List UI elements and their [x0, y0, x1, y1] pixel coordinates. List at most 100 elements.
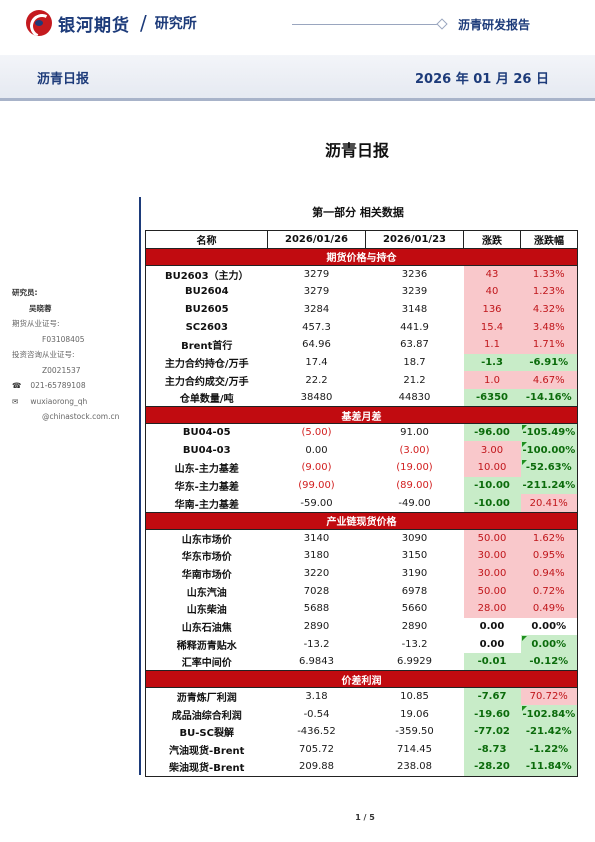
previous-value: 6978 — [366, 582, 464, 600]
change-value-text: -96.00 — [474, 427, 510, 439]
current-value: 457.3 — [268, 318, 366, 336]
change-pct-value-text: 0.72% — [532, 585, 565, 597]
row-name-text: BU-SC裂解 — [179, 728, 234, 740]
previous-value-text: 6978 — [401, 585, 428, 597]
change-pct-value: 1.33% — [520, 265, 578, 283]
current-value-text: -0.54 — [303, 708, 330, 720]
change-pct-value-text: -211.24% — [522, 480, 576, 492]
change-pct-value-text: -21.42% — [525, 726, 572, 738]
change-value-text: -0.01 — [477, 656, 507, 668]
change-pct-value: -0.12% — [520, 652, 578, 671]
change-value: -10.00 — [463, 476, 521, 495]
change-value-text: -10.00 — [474, 497, 510, 509]
change-value: -19.60 — [463, 705, 521, 723]
table-row: 华东-主力基差 (99.00) (89.00) -10.00 -211.24% — [145, 476, 578, 495]
change-pct-value: 1.23% — [520, 282, 578, 301]
change-value-text: -6350 — [476, 392, 508, 404]
change-value: 30.00 — [463, 546, 521, 565]
band-title: 沥青日报 — [37, 72, 90, 87]
row-name: Brent首行 — [145, 335, 268, 354]
futures-cert-number: F03108405 — [42, 334, 85, 344]
change-pct-value-text: 4.67% — [532, 374, 565, 386]
table-row: 山东石油焦 2890 2890 0.00 0.00% — [145, 617, 578, 636]
change-pct-value: 4.67% — [520, 371, 578, 389]
email-domain[interactable]: @chinastock.com.cn — [42, 412, 120, 421]
table-row: 华南-主力基差 -59.00 -49.00 -10.00 20.41% — [145, 494, 578, 513]
change-value: -28.20 — [463, 758, 521, 777]
col-header-current-date: 2026/01/26 — [267, 230, 366, 249]
row-name: 汽油现货-Brent — [145, 740, 268, 759]
email-icon: ✉ — [12, 396, 19, 406]
previous-value-text: 44830 — [398, 392, 431, 404]
change-pct-value-text: -105.49% — [522, 427, 576, 439]
change-value: -8.73 — [463, 740, 521, 759]
email-user[interactable]: wuxiaorong_qh — [30, 396, 88, 406]
row-name: BU2603（主力） — [145, 265, 268, 283]
change-value-text: -10.00 — [474, 480, 510, 492]
row-name-text: BU04-03 — [182, 444, 231, 456]
previous-value-text: 3190 — [401, 567, 428, 579]
change-value: -1.3 — [463, 353, 521, 372]
change-value: 3.00 — [463, 441, 521, 460]
change-pct-value: 20.41% — [520, 494, 578, 513]
current-value-text: 38480 — [300, 392, 333, 404]
row-name-text: BU04-05 — [182, 427, 231, 439]
current-value-text: 457.3 — [302, 321, 331, 333]
current-value: 6.9843 — [268, 653, 366, 671]
change-pct-value: -11.84% — [520, 758, 578, 777]
section-title: 第一部分 相关数据 — [312, 206, 404, 219]
header-rule — [292, 24, 440, 25]
change-pct-value-text: 0.95% — [532, 550, 565, 562]
change-pct-value-text: -11.84% — [525, 761, 572, 773]
table-row: 山东柴油 5688 5660 28.00 0.49% — [145, 599, 578, 618]
change-value-text: 30.00 — [477, 550, 507, 562]
col-header-change-pct: 涨跌幅 — [520, 230, 578, 249]
change-pct-value: 1.71% — [520, 335, 578, 354]
row-name: BU2604 — [145, 282, 268, 301]
previous-value: 3148 — [366, 301, 464, 319]
current-value: -0.54 — [268, 705, 366, 723]
row-name-text: 汇率中间价 — [181, 658, 232, 670]
row-name-text: 仓单数量/吨 — [179, 394, 234, 406]
change-value-text: 15.4 — [480, 321, 504, 333]
previous-value-text: 91.00 — [400, 427, 429, 439]
change-pct-value-text: -14.16% — [525, 392, 572, 404]
table-row: SC2603 457.3 441.9 15.4 3.48% — [145, 318, 578, 336]
change-value: 0.00 — [464, 635, 521, 653]
previous-value-text: -359.50 — [395, 726, 434, 738]
current-value-text: 6.9843 — [299, 656, 334, 668]
row-name: 华东市场价 — [145, 546, 268, 565]
previous-value: 3239 — [366, 283, 464, 301]
change-pct-value: 0.00% — [520, 635, 578, 653]
previous-value: 2890 — [366, 618, 464, 636]
change-pct-value-text: 0.00% — [531, 620, 567, 632]
current-value-text: 3140 — [303, 532, 330, 544]
change-value-text: 1.1 — [484, 339, 500, 351]
change-pct-value-text: 0.00% — [531, 638, 567, 650]
table-row: 华南市场价 3220 3190 30.00 0.94% — [145, 564, 578, 583]
current-value: (5.00) — [268, 424, 366, 442]
previous-value-text: 238.08 — [397, 761, 432, 773]
previous-value: 10.85 — [366, 688, 464, 706]
row-name: 华东-主力基差 — [145, 476, 268, 495]
change-pct-value-text: 0.49% — [532, 603, 565, 615]
previous-value: 44830 — [366, 389, 464, 407]
row-name-text: 柴油现货-Brent — [169, 763, 245, 775]
col-header-name: 名称 — [145, 230, 268, 249]
change-pct-value: 0.49% — [520, 599, 578, 618]
change-pct-value: 0.72% — [520, 582, 578, 600]
current-value-text: 3.18 — [305, 691, 328, 703]
table-row: 汽油现货-Brent 705.72 714.45 -8.73 -1.22% — [145, 740, 578, 759]
change-pct-value-text: 1.62% — [532, 532, 565, 544]
row-name: 华南-主力基差 — [145, 494, 268, 513]
row-name-text: 华东-主力基差 — [174, 482, 239, 494]
previous-value-text: 5660 — [401, 603, 428, 615]
change-value-text: 136 — [482, 303, 502, 315]
change-pct-value: -100.00% — [520, 441, 578, 460]
table-row: 汇率中间价 6.9843 6.9929 -0.01 -0.12% — [145, 652, 578, 671]
previous-value-text: 3236 — [401, 268, 428, 280]
row-name: 山东石油焦 — [145, 617, 268, 636]
change-pct-value: 0.94% — [520, 564, 578, 583]
previous-value-text: 10.85 — [400, 691, 429, 703]
change-value-text: 50.00 — [477, 585, 507, 597]
